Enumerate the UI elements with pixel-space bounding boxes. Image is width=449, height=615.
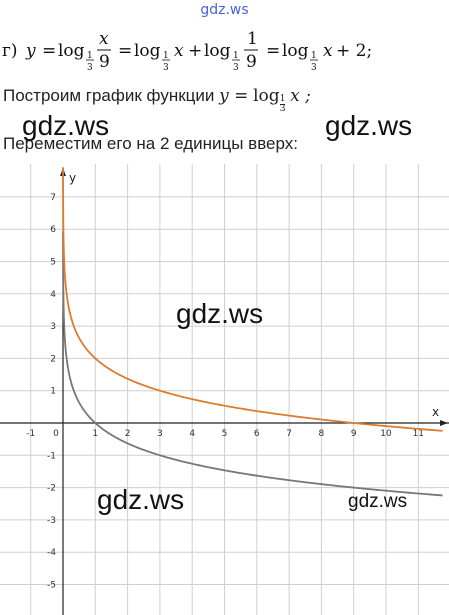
svg-text:1: 1 bbox=[311, 51, 317, 61]
svg-text:1: 1 bbox=[87, 51, 93, 61]
svg-text:9: 9 bbox=[99, 52, 110, 72]
svg-text:3: 3 bbox=[87, 63, 93, 73]
y-tick-label: -5 bbox=[47, 581, 56, 591]
site-label: gdz.ws bbox=[200, 2, 249, 18]
y-tick-label: 5 bbox=[50, 258, 56, 268]
y-tick-label: 6 bbox=[50, 225, 56, 235]
text-line-shift: Переместим его на 2 единицы вверх: bbox=[3, 134, 298, 153]
y-tick-label: -3 bbox=[47, 516, 56, 526]
svg-text:3: 3 bbox=[163, 63, 169, 73]
watermark: gdz.ws bbox=[176, 298, 264, 329]
item-label: г) bbox=[2, 41, 18, 61]
watermark: gdz.ws bbox=[325, 110, 413, 141]
svg-text:x: x bbox=[323, 41, 333, 61]
y-tick-label: -2 bbox=[47, 484, 56, 494]
y-tick-label: 3 bbox=[50, 322, 56, 332]
y-tick-label: 2 bbox=[50, 354, 56, 364]
x-tick-label: 4 bbox=[189, 429, 195, 439]
svg-text:+: + bbox=[188, 41, 202, 61]
watermark: gdz.ws bbox=[22, 110, 110, 141]
x-tick-label: 3 bbox=[157, 429, 163, 439]
y-tick-label: 7 bbox=[50, 193, 56, 203]
text-line-construct: Построим график функции y = log 1 3 x ; bbox=[3, 86, 311, 114]
x-tick-label: 2 bbox=[125, 429, 131, 439]
x-tick-label: 5 bbox=[222, 429, 228, 439]
x-tick-label: 7 bbox=[286, 429, 292, 439]
x-tick-label: 11 bbox=[413, 429, 424, 439]
svg-text:=: = bbox=[118, 41, 132, 61]
svg-text:1: 1 bbox=[247, 29, 258, 49]
x-tick-label: 6 bbox=[254, 429, 260, 439]
eq-log-4: log bbox=[282, 41, 309, 61]
y-tick-label: 1 bbox=[50, 387, 56, 397]
svg-text:+ 2;: + 2; bbox=[336, 41, 372, 61]
watermark: gdz.ws bbox=[348, 491, 408, 512]
x-tick-label: -1 bbox=[26, 429, 35, 439]
x-tick-label: 8 bbox=[319, 429, 325, 439]
y-tick-label: 4 bbox=[50, 290, 56, 300]
x-tick-label: 9 bbox=[351, 429, 357, 439]
svg-text:x: x bbox=[99, 29, 109, 49]
y-axis-label: y bbox=[69, 171, 76, 185]
svg-text:3: 3 bbox=[311, 63, 317, 73]
y-tick-label: -4 bbox=[47, 548, 56, 558]
x-axis-label: x bbox=[432, 405, 439, 419]
svg-text:x: x bbox=[174, 41, 184, 61]
x-tick-label: 0 bbox=[53, 429, 59, 439]
curve-shifted-up-2 bbox=[62, 167, 443, 432]
x-tick-label: 1 bbox=[92, 429, 98, 439]
svg-text:3: 3 bbox=[233, 63, 239, 73]
equation-line: г) y = log 1 3 x 9 = log 1 3 x + log 1 3… bbox=[2, 29, 372, 73]
x-tick-label: 10 bbox=[380, 429, 392, 439]
eq-log-2: log bbox=[134, 41, 161, 61]
y-tick-label: -1 bbox=[47, 451, 56, 461]
x-axis-arrow bbox=[440, 420, 448, 426]
curve-log-base-one-third bbox=[62, 231, 443, 497]
svg-text:1: 1 bbox=[163, 51, 169, 61]
watermark: gdz.ws bbox=[97, 484, 185, 515]
eq-log-1: log bbox=[58, 41, 85, 61]
svg-text:9: 9 bbox=[246, 52, 257, 72]
svg-text:=: = bbox=[266, 41, 280, 61]
function-graph: x y -1 0 1 2 3 4 5 6 7 8 9 10 11 7 6 5 4 3 2 1 -1 -2 -3 -4 -5 bbox=[0, 164, 449, 615]
svg-text:1: 1 bbox=[233, 51, 239, 61]
svg-text:=: = bbox=[42, 41, 56, 61]
eq-log-3: log bbox=[204, 41, 231, 61]
eq-y: y bbox=[25, 41, 36, 61]
